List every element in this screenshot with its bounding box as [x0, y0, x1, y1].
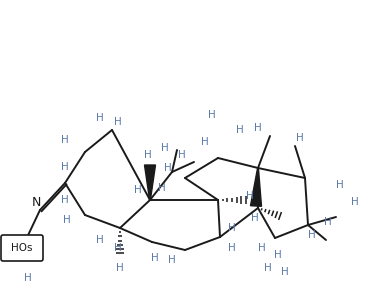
Text: H: H [201, 137, 209, 147]
Text: H: H [236, 125, 244, 135]
Text: H: H [254, 123, 262, 133]
Text: H: H [228, 223, 236, 233]
Text: H: H [96, 113, 104, 123]
Text: H: H [144, 150, 152, 160]
Text: H: H [246, 191, 254, 201]
Text: H: H [96, 235, 104, 245]
Text: H: H [114, 117, 122, 127]
Text: H: H [336, 180, 344, 190]
Text: H: H [134, 185, 142, 195]
Text: N: N [31, 195, 41, 209]
Text: H: H [158, 183, 166, 193]
Text: H: H [164, 163, 172, 173]
Text: H: H [308, 230, 316, 240]
Text: H: H [228, 243, 236, 253]
Text: HOs: HOs [11, 243, 33, 253]
Text: H: H [61, 162, 69, 172]
Text: H: H [208, 110, 216, 120]
Text: H: H [61, 195, 69, 205]
Text: H: H [264, 263, 272, 273]
Text: H: H [324, 217, 332, 227]
FancyBboxPatch shape [1, 235, 43, 261]
Text: H: H [168, 255, 176, 265]
Text: H: H [151, 253, 159, 263]
Text: H: H [116, 263, 124, 273]
Text: H: H [281, 267, 289, 277]
Text: H: H [161, 143, 169, 153]
Text: H: H [296, 133, 304, 143]
Text: H: H [61, 135, 69, 145]
Text: H: H [351, 197, 359, 207]
Text: H: H [258, 243, 266, 253]
Text: H: H [24, 273, 32, 283]
Text: H: H [178, 150, 186, 160]
Text: H: H [114, 243, 122, 253]
Text: H: H [63, 215, 71, 225]
Text: H: H [274, 250, 282, 260]
Text: H: H [251, 213, 259, 223]
Polygon shape [250, 168, 262, 206]
Polygon shape [144, 165, 156, 200]
